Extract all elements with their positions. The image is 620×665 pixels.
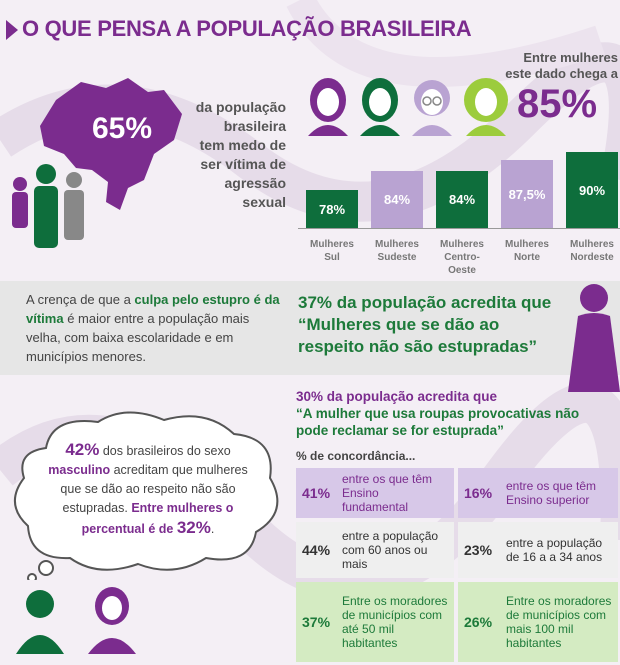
region-label-line: Mulheres bbox=[570, 239, 614, 250]
belief-post: é maior entre a população mais velha, co… bbox=[26, 311, 250, 364]
brazil-percent: 65% bbox=[92, 112, 153, 145]
women-note: Entre mulheres este dado chega a bbox=[484, 50, 618, 82]
belief-text: A crença de que a culpa pelo estupro é d… bbox=[26, 290, 286, 366]
region-label-line: Norte bbox=[513, 252, 541, 263]
region-label-line: Sudeste bbox=[377, 252, 417, 263]
region-label-line: Oeste bbox=[448, 265, 476, 276]
stat-30-quote: “A mulher que usa roupas provocativas nã… bbox=[296, 406, 580, 438]
woman-avatar-icon bbox=[88, 587, 136, 654]
women-note-line: Entre mulheres bbox=[523, 50, 618, 65]
region-bar: 90% bbox=[566, 152, 618, 228]
man-avatar-icon bbox=[16, 590, 64, 654]
region-label: Mulheres Nordeste bbox=[559, 238, 620, 264]
bars-baseline bbox=[298, 228, 620, 229]
woman-figure-icon bbox=[568, 284, 620, 392]
title-arrow-icon bbox=[6, 20, 18, 40]
region-label-line: Mulheres bbox=[505, 239, 549, 250]
belief-pre: A crença de que a bbox=[26, 292, 135, 307]
table-pct: 16% bbox=[464, 485, 493, 501]
table-text: Entre os moradores de municípios com mai… bbox=[506, 594, 612, 650]
region-bar: 87,5% bbox=[501, 160, 553, 228]
stat-37: 37% da população acredita que “Mulheres … bbox=[298, 293, 552, 356]
table-text: entre os que têm Ensino superior bbox=[506, 479, 597, 507]
table-pct: 26% bbox=[464, 614, 493, 630]
region-label-line: Centro- bbox=[444, 252, 480, 263]
brazil-description: da população brasileira tem medo de ser … bbox=[178, 98, 286, 212]
cloud-t3: Entre mulheres o percentual é de bbox=[81, 501, 234, 536]
belief-band bbox=[0, 281, 620, 375]
concordance-label: % de concordância... bbox=[296, 449, 416, 463]
region-label: Mulheres Sudeste bbox=[364, 238, 430, 264]
region-label: Mulheres Sul bbox=[299, 238, 365, 264]
brazil-desc-line: ser vítima de bbox=[200, 156, 286, 172]
belief-highlight: culpa pelo estupro é da vítima bbox=[26, 292, 280, 326]
brazil-desc-line: tem medo de bbox=[199, 137, 286, 153]
woman-heads-icon bbox=[308, 78, 508, 136]
cloud-text: 42% dos brasileiros do sexo masculino ac… bbox=[48, 440, 248, 539]
brazil-desc-line: da população bbox=[195, 99, 286, 115]
brazil-desc-line: brasileira bbox=[223, 118, 286, 134]
women-percent: 85% bbox=[517, 82, 598, 126]
region-bar: 78% bbox=[306, 190, 358, 228]
region-label: Mulheres Norte bbox=[494, 238, 560, 264]
cloud-t4: . bbox=[210, 522, 215, 536]
table-cell: 16% entre os que têm Ensino superior bbox=[458, 468, 618, 518]
brazil-map-icon bbox=[40, 78, 182, 210]
brazil-desc-line: agressão sexual bbox=[224, 175, 286, 210]
table-cell: 41% entre os que têm Ensino fundamental bbox=[296, 468, 454, 518]
region-bar: 84% bbox=[371, 171, 423, 228]
region-label: Mulheres Centro- Oeste bbox=[429, 238, 495, 277]
table-cell: 37% Entre os moradores de municípios com… bbox=[296, 582, 454, 662]
region-label-line: Mulheres bbox=[440, 239, 484, 250]
table-cell: 23% entre a população de 16 a a 34 anos bbox=[458, 522, 618, 578]
table-text: Entre os moradores de municípios com até… bbox=[342, 594, 448, 650]
cloud-pct32: 32% bbox=[176, 518, 211, 537]
page-title: O QUE PENSA A POPULAÇÃO BRASILEIRA bbox=[22, 16, 472, 41]
people-group-icon bbox=[12, 164, 84, 248]
women-note-line: este dado chega a bbox=[505, 66, 618, 81]
region-bar: 84% bbox=[436, 171, 488, 228]
table-text: entre os que têm Ensino fundamental bbox=[342, 472, 433, 514]
table-pct: 37% bbox=[302, 614, 331, 630]
region-label-line: Sul bbox=[324, 252, 340, 263]
table-pct: 41% bbox=[302, 485, 331, 501]
region-label-line: Nordeste bbox=[570, 252, 614, 263]
thought-cloud-icon bbox=[14, 411, 279, 580]
region-label-line: Mulheres bbox=[375, 239, 419, 250]
table-pct: 23% bbox=[464, 542, 493, 558]
table-cell: 26% Entre os moradores de municípios com… bbox=[458, 582, 618, 662]
region-label-line: Mulheres bbox=[310, 239, 354, 250]
cloud-t1: dos brasileiros do sexo bbox=[99, 444, 231, 458]
table-text: entre a população com 60 anos ou mais bbox=[342, 529, 439, 571]
cloud-pct42: 42% bbox=[65, 440, 100, 459]
cloud-t2: acreditam que mulheres que se dão ao res… bbox=[60, 463, 248, 515]
table-pct: 44% bbox=[302, 542, 331, 558]
table-cell: 44% entre a população com 60 anos ou mai… bbox=[296, 522, 454, 578]
table-text: entre a população de 16 a a 34 anos bbox=[506, 536, 603, 564]
stat-30-intro: 30% da população acredita que bbox=[296, 389, 498, 404]
cloud-masc: masculino bbox=[48, 463, 111, 477]
